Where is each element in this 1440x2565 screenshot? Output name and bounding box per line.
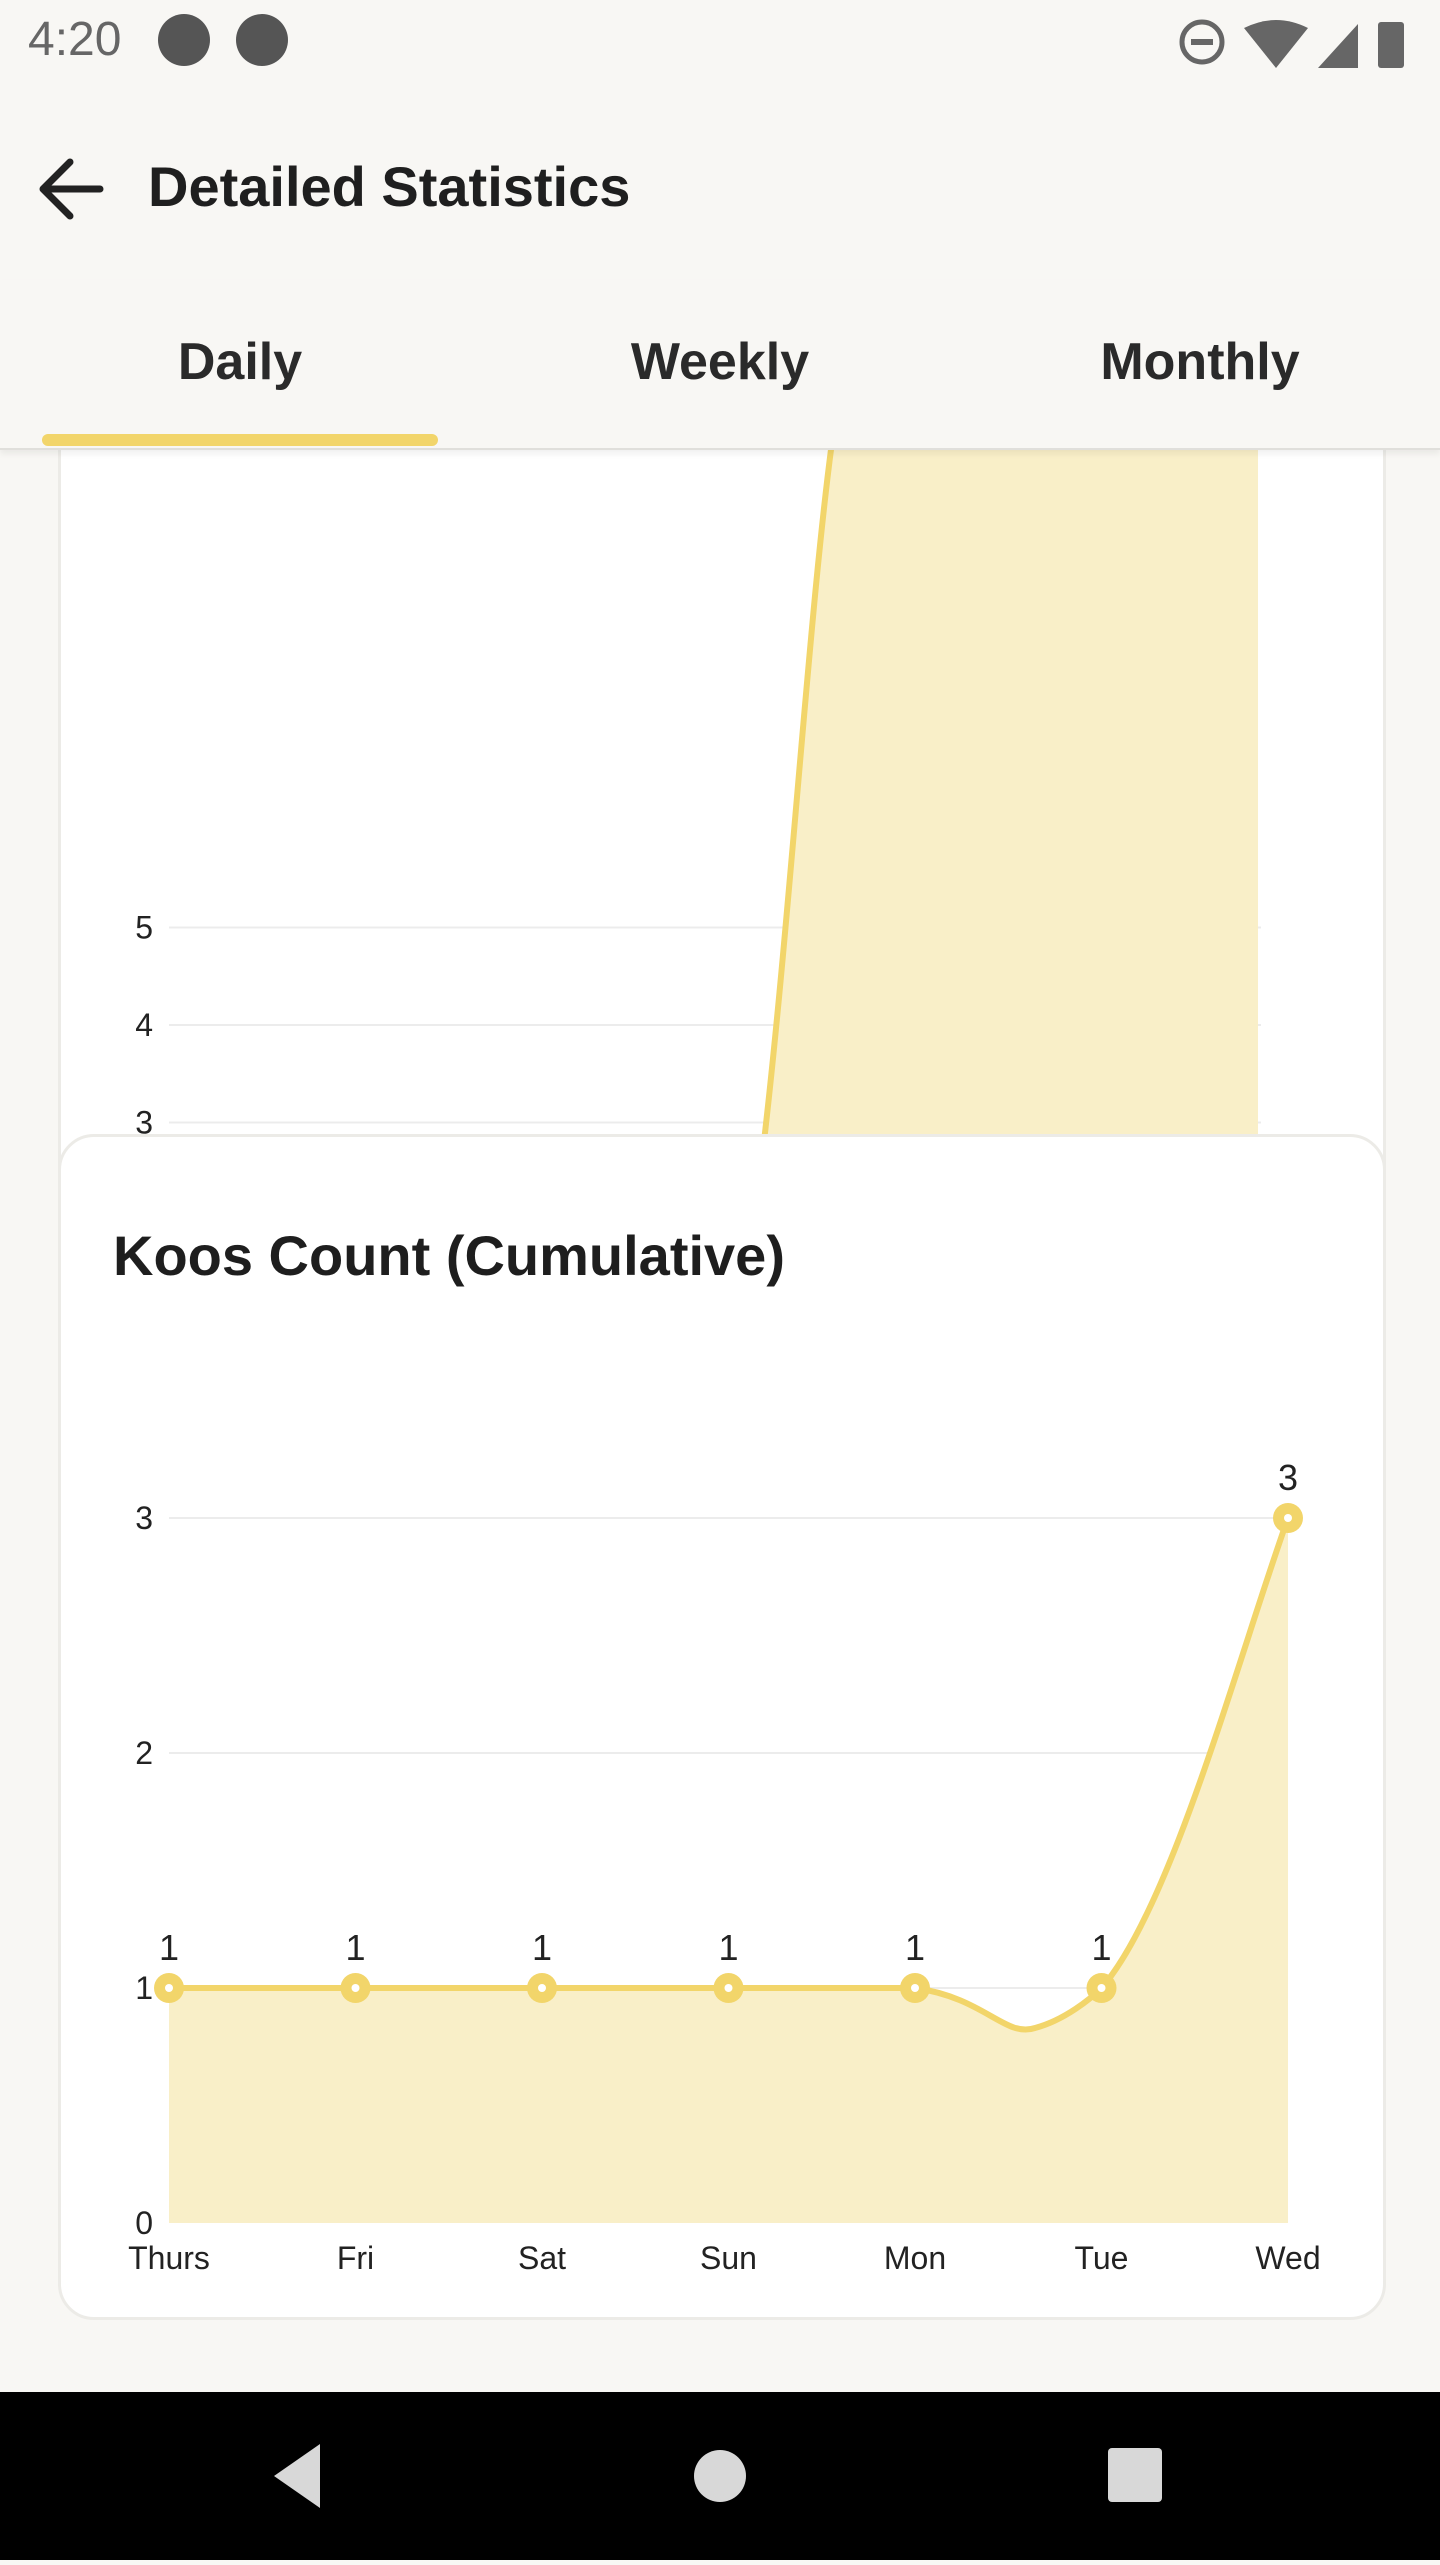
data-label: 1 [532, 1927, 552, 1968]
y-tick-label: 5 [135, 910, 153, 946]
data-point-center [1097, 1984, 1106, 1992]
card-title: Koos Count (Cumulative) [113, 1224, 785, 1287]
y-tick-label: 3 [135, 1500, 153, 1536]
tab-daily[interactable]: Daily [177, 333, 303, 391]
tab-bar: Daily Weekly Monthly [0, 280, 1440, 450]
y-tick-label: 3 [135, 1105, 153, 1141]
tab-active-indicator [42, 434, 438, 446]
y-tick-label: 2 [135, 1735, 153, 1771]
data-label: 1 [1091, 1927, 1111, 1968]
x-tick-label: Fri [337, 2240, 374, 2276]
back-button[interactable] [28, 144, 118, 234]
x-tick-label: Sun [700, 2240, 757, 2276]
statistics-content[interactable]: 0123450000ThursFriSatSunMonTueWed Koos C… [0, 448, 1440, 2392]
data-point-center [911, 1984, 919, 1992]
data-point-center [165, 1984, 173, 1992]
app-notification-icon-2 [236, 14, 288, 66]
data-point-center [724, 1984, 733, 1992]
page-title: Detailed Statistics [148, 155, 631, 218]
app-bar: Detailed Statistics [0, 84, 1440, 280]
y-tick-label: 1 [135, 1970, 153, 2006]
y-tick-label: 0 [135, 2205, 153, 2241]
arrow-back-icon [39, 158, 104, 220]
tab-monthly[interactable]: Monthly [1100, 333, 1300, 391]
x-tick-label: Wed [1255, 2240, 1320, 2276]
app-notification-icon [158, 14, 210, 66]
system-nav-bar [0, 2392, 1440, 2560]
status-icons [1179, 19, 1404, 68]
y-tick-label: 4 [135, 1007, 153, 1043]
data-point-center [538, 1984, 546, 1992]
data-point-center [351, 1984, 360, 1992]
x-tick-label: Thurs [128, 2240, 210, 2276]
data-label: 1 [159, 1927, 179, 1968]
x-tick-label: Mon [884, 2240, 946, 2276]
battery-icon [1378, 22, 1404, 68]
nav-recents-icon[interactable] [1108, 2448, 1162, 2502]
wifi-icon [1244, 20, 1308, 68]
data-label: 1 [345, 1927, 365, 1968]
data-point-center [1284, 1514, 1292, 1522]
nav-buttons [274, 2444, 1162, 2508]
tab-weekly[interactable]: Weekly [630, 333, 810, 391]
cumulative-count-card: Koos Count (Cumulative) 0 1 2 3 1 1 1 1 1 1 3 Thurs… [58, 1134, 1386, 2320]
data-label: 3 [1278, 1457, 1298, 1498]
data-label: 1 [905, 1927, 925, 1968]
dnd-icon [1179, 19, 1225, 65]
x-tick-label: Tue [1075, 2240, 1129, 2276]
status-time: 4:20 [28, 13, 122, 66]
nav-back-icon[interactable] [274, 2444, 320, 2508]
data-label: 1 [718, 1927, 738, 1968]
x-tick-label: Sat [518, 2240, 566, 2276]
nav-home-icon[interactable] [694, 2450, 746, 2502]
signal-icon [1318, 24, 1358, 68]
status-bar: 4:20 [0, 0, 1440, 84]
series-area [169, 1518, 1288, 2223]
